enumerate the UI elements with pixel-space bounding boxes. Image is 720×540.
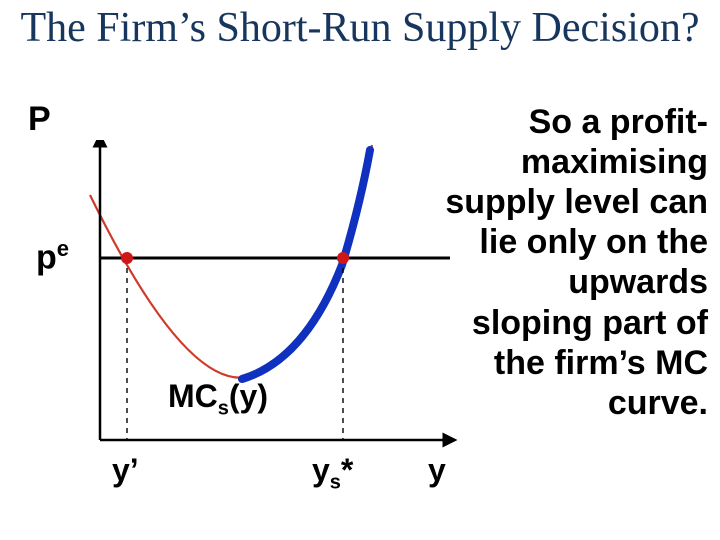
x-tick-yprime: y’ (112, 452, 139, 489)
side-text: So a profit-maximising supply level can … (440, 102, 708, 423)
pe-label: pe (36, 236, 69, 277)
x-tick-y: y (428, 452, 446, 489)
mc-curve (90, 145, 372, 378)
mc-label: MCs(y) (168, 378, 268, 420)
mc-supply-segment (242, 150, 370, 379)
mc-chart (80, 140, 460, 460)
x-tick-ystar: ys* (312, 452, 353, 494)
slide-title: The Firm’s Short-Run Supply Decision? (0, 6, 720, 51)
slide: The Firm’s Short-Run Supply Decision? P … (0, 0, 720, 540)
pe-dot-left (121, 252, 133, 264)
y-axis-label: P (28, 100, 51, 139)
pe-dot-right (337, 252, 349, 264)
